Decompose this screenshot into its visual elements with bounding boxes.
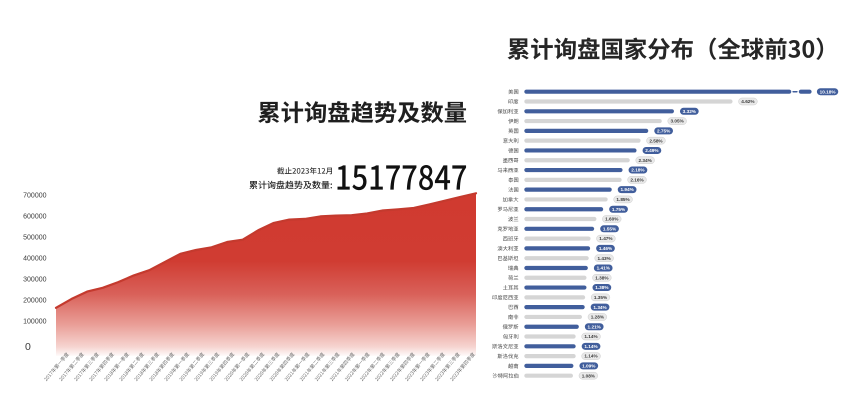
svg-text:1.09%: 1.09% bbox=[582, 364, 596, 369]
svg-text:2.16%: 2.16% bbox=[630, 177, 644, 182]
svg-text:1.41%: 1.41% bbox=[597, 266, 611, 271]
svg-text:100000: 100000 bbox=[23, 319, 46, 326]
svg-text:600000: 600000 bbox=[23, 214, 46, 221]
svg-text:1.34%: 1.34% bbox=[593, 305, 607, 310]
svg-text:2.75%: 2.75% bbox=[657, 128, 671, 133]
svg-text:1.38%: 1.38% bbox=[595, 285, 609, 290]
svg-text:0: 0 bbox=[25, 341, 31, 353]
svg-text:1.35%: 1.35% bbox=[594, 295, 608, 300]
svg-text:1.14%: 1.14% bbox=[584, 344, 598, 349]
svg-text:3.32%: 3.32% bbox=[683, 109, 697, 114]
svg-text:1.55%: 1.55% bbox=[603, 226, 617, 231]
svg-text:2.34%: 2.34% bbox=[639, 158, 653, 163]
svg-text:1.38%: 1.38% bbox=[595, 275, 609, 280]
svg-text:1.08%: 1.08% bbox=[582, 373, 596, 378]
svg-text:1.85%: 1.85% bbox=[616, 197, 630, 202]
svg-text:2.49%: 2.49% bbox=[645, 148, 659, 153]
svg-text:4.62%: 4.62% bbox=[741, 99, 755, 104]
svg-text:2.18%: 2.18% bbox=[631, 168, 645, 173]
svg-text:3.05%: 3.05% bbox=[671, 119, 685, 124]
svg-text:700000: 700000 bbox=[23, 193, 46, 200]
svg-text:1.14%: 1.14% bbox=[584, 354, 598, 359]
svg-text:500000: 500000 bbox=[23, 235, 46, 242]
svg-text:10.18%: 10.18% bbox=[820, 89, 837, 94]
svg-text:1.94%: 1.94% bbox=[620, 187, 634, 192]
svg-text:1.47%: 1.47% bbox=[599, 236, 613, 241]
svg-text:400000: 400000 bbox=[23, 256, 46, 263]
svg-text:1.75%: 1.75% bbox=[612, 207, 626, 212]
svg-text:1.28%: 1.28% bbox=[591, 315, 605, 320]
svg-text:1.21%: 1.21% bbox=[588, 324, 602, 329]
svg-text:2.58%: 2.58% bbox=[649, 138, 663, 143]
svg-text:1.43%: 1.43% bbox=[597, 256, 611, 261]
svg-text:200000: 200000 bbox=[23, 298, 46, 305]
svg-text:1.60%: 1.60% bbox=[605, 217, 619, 222]
svg-text:1.46%: 1.46% bbox=[599, 246, 613, 251]
svg-text:300000: 300000 bbox=[23, 277, 46, 284]
svg-text:1.14%: 1.14% bbox=[584, 334, 598, 339]
